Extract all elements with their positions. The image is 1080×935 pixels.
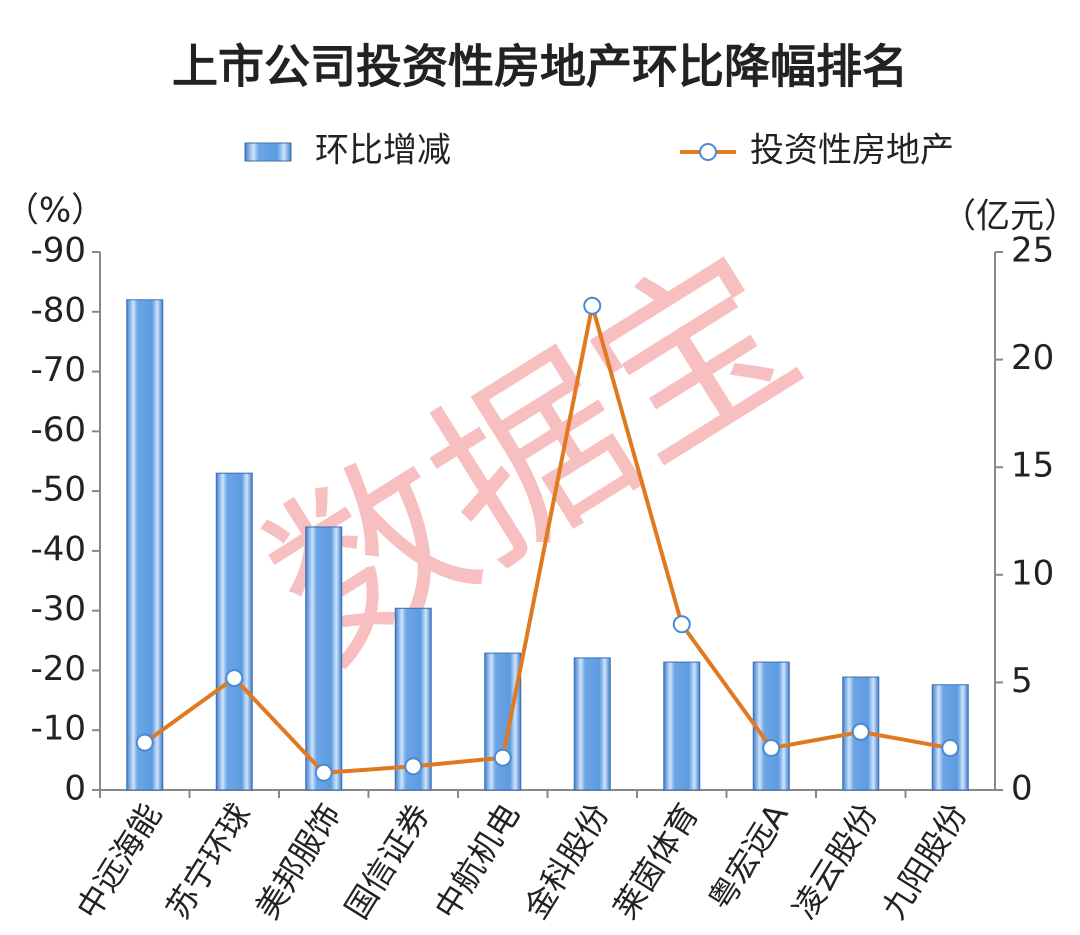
x-tick-label: 凌云股份 <box>785 797 885 926</box>
y2-tick-label: 15 <box>1011 446 1054 486</box>
chart-title: 上市公司投资性房地产环比降幅排名 <box>172 40 908 94</box>
y-tick-label: -60 <box>30 410 86 450</box>
x-tick-label: 莱茵体育 <box>606 797 706 926</box>
y-tick-label: -20 <box>30 649 86 689</box>
x-tick-label: 国信证券 <box>338 797 438 926</box>
bar <box>215 472 253 791</box>
y2-tick-label: 5 <box>1011 661 1033 701</box>
bar <box>752 661 790 791</box>
line-marker <box>314 763 333 782</box>
line-marker <box>941 739 960 758</box>
y-tick-label: -30 <box>30 589 86 629</box>
y2-tick-label: 10 <box>1011 553 1054 593</box>
y-tick-label: 0 <box>64 769 86 809</box>
line-marker <box>851 722 870 741</box>
line-marker <box>493 748 512 767</box>
y-tick-label: -50 <box>30 470 86 510</box>
y-tick-label: -80 <box>30 290 86 330</box>
bar <box>573 657 611 791</box>
x-tick-label: 粤宏远A <box>701 797 796 917</box>
bar <box>663 661 701 791</box>
legend-marker <box>699 143 717 161</box>
line-marker <box>762 739 781 758</box>
x-tick-label: 中航机电 <box>427 797 527 926</box>
legend-swatch <box>244 142 292 162</box>
y-tick-label: -70 <box>30 350 86 390</box>
y-unit: （%） <box>5 191 105 231</box>
x-tick-label: 九阳股份 <box>875 797 975 926</box>
y2-tick-label: 25 <box>1011 231 1054 271</box>
y-tick-label: -10 <box>30 709 86 749</box>
y2-tick-label: 0 <box>1011 769 1033 809</box>
line-marker <box>672 615 691 634</box>
y-tick-label: -90 <box>30 231 86 271</box>
bar <box>484 652 522 791</box>
legend-label: 环比增减 <box>315 131 451 171</box>
y2-tick-label: 20 <box>1011 338 1054 378</box>
line-marker <box>135 733 154 752</box>
y2-unit: （亿元） <box>942 197 1078 237</box>
x-tick-label: 苏宁环球 <box>159 797 259 926</box>
x-tick-label: 美邦服饰 <box>248 797 348 926</box>
line-marker <box>583 296 602 315</box>
legend-label: 投资性房地产 <box>750 131 954 171</box>
line-marker <box>404 757 423 776</box>
line <box>143 305 951 775</box>
x-tick-label: 中远海能 <box>69 797 169 926</box>
line-marker <box>225 669 244 688</box>
bar <box>126 299 164 791</box>
x-tick-label: 金科股份 <box>517 797 617 926</box>
bar <box>931 684 969 791</box>
bar <box>305 526 343 791</box>
y-tick-label: -40 <box>30 529 86 569</box>
